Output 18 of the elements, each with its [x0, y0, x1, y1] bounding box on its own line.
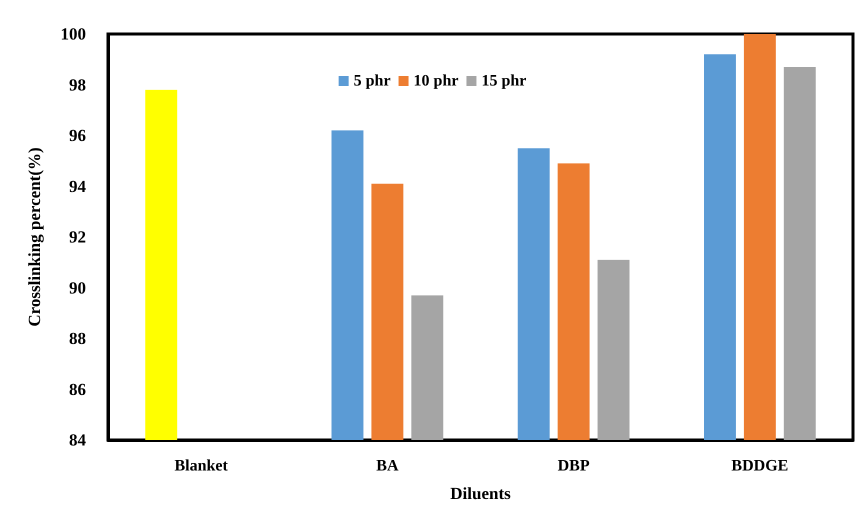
- y-tick-label: 94: [69, 176, 86, 196]
- x-tick-label: Blanket: [174, 458, 228, 474]
- y-tick-label: 90: [69, 278, 86, 298]
- legend-label: 15 phr: [481, 72, 526, 90]
- y-tick-label: 84: [69, 430, 86, 450]
- y-tick-label: 86: [69, 380, 86, 399]
- x-tick-label: BDDGE: [731, 458, 788, 474]
- y-tick-label: 88: [69, 329, 86, 348]
- x-axis-title: Diluents: [450, 484, 512, 503]
- x-tick-label: BA: [376, 458, 399, 474]
- y-tick-label: 96: [69, 126, 86, 145]
- y-tick-label: 98: [69, 75, 86, 94]
- legend-label: 5 phr: [354, 72, 391, 90]
- legend-label: 10 phr: [414, 72, 458, 90]
- x-tick-label: DBP: [558, 458, 590, 474]
- y-tick-label: 100: [60, 24, 86, 44]
- y-axis-title: Crosslinking percent(%): [25, 147, 44, 327]
- y-tick-label: 92: [69, 228, 86, 246]
